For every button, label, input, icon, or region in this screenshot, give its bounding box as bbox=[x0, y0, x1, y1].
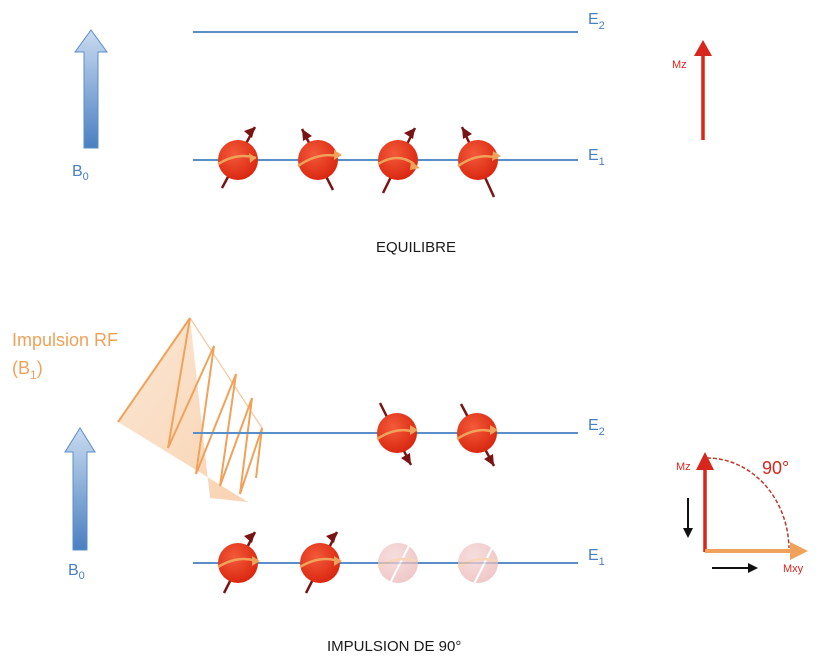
b0-label-bottom: B0 bbox=[68, 562, 85, 582]
mz-vector-top bbox=[694, 40, 712, 140]
e2-label-top: E2 bbox=[588, 11, 605, 32]
spin-top-3 bbox=[377, 127, 420, 194]
pulse-panel: Impulsion RF (B1) B0 E2 E1 bbox=[12, 317, 808, 655]
rf-pulse-label: Impulsion RF bbox=[12, 330, 118, 350]
equilibrium-panel: B0 E2 E1 bbox=[72, 11, 712, 256]
e1-label-bottom: E1 bbox=[588, 547, 605, 568]
rf-pulse-wave bbox=[117, 317, 263, 502]
mz-label-top: Mz bbox=[672, 59, 687, 71]
spin-top-4 bbox=[457, 126, 501, 198]
mz-vector-bottom bbox=[696, 452, 714, 552]
spin-e1-faded-1 bbox=[377, 529, 420, 601]
rotation-arc bbox=[706, 457, 790, 549]
b0-field-arrow-bottom bbox=[64, 427, 96, 551]
rf-field-label: (B1) bbox=[12, 358, 43, 382]
down-black-arrow bbox=[683, 498, 693, 538]
b0-field-arrow-top bbox=[74, 29, 108, 149]
spin-e1-1 bbox=[217, 531, 260, 594]
angle-label: 90° bbox=[762, 458, 789, 478]
e1-label-top: E1 bbox=[588, 147, 605, 168]
spin-top-2 bbox=[297, 128, 342, 191]
mxy-label: Mxy bbox=[783, 563, 804, 575]
spin-e1-2 bbox=[299, 531, 342, 594]
spin-top-1 bbox=[217, 126, 258, 189]
mz-label-bottom: Mz bbox=[676, 461, 691, 473]
caption-equilibre: EQUILIBRE bbox=[376, 239, 456, 256]
spin-e1-faded-2 bbox=[457, 531, 501, 605]
spin-e2-flipped-1 bbox=[376, 402, 418, 466]
spin-e2-flipped-2 bbox=[456, 403, 498, 467]
mxy-vector bbox=[705, 542, 808, 560]
e2-label-bottom: E2 bbox=[588, 417, 605, 438]
right-black-arrow bbox=[712, 563, 758, 573]
caption-impulsion: IMPULSION DE 90° bbox=[327, 638, 461, 655]
b0-label-top: B0 bbox=[72, 163, 89, 183]
